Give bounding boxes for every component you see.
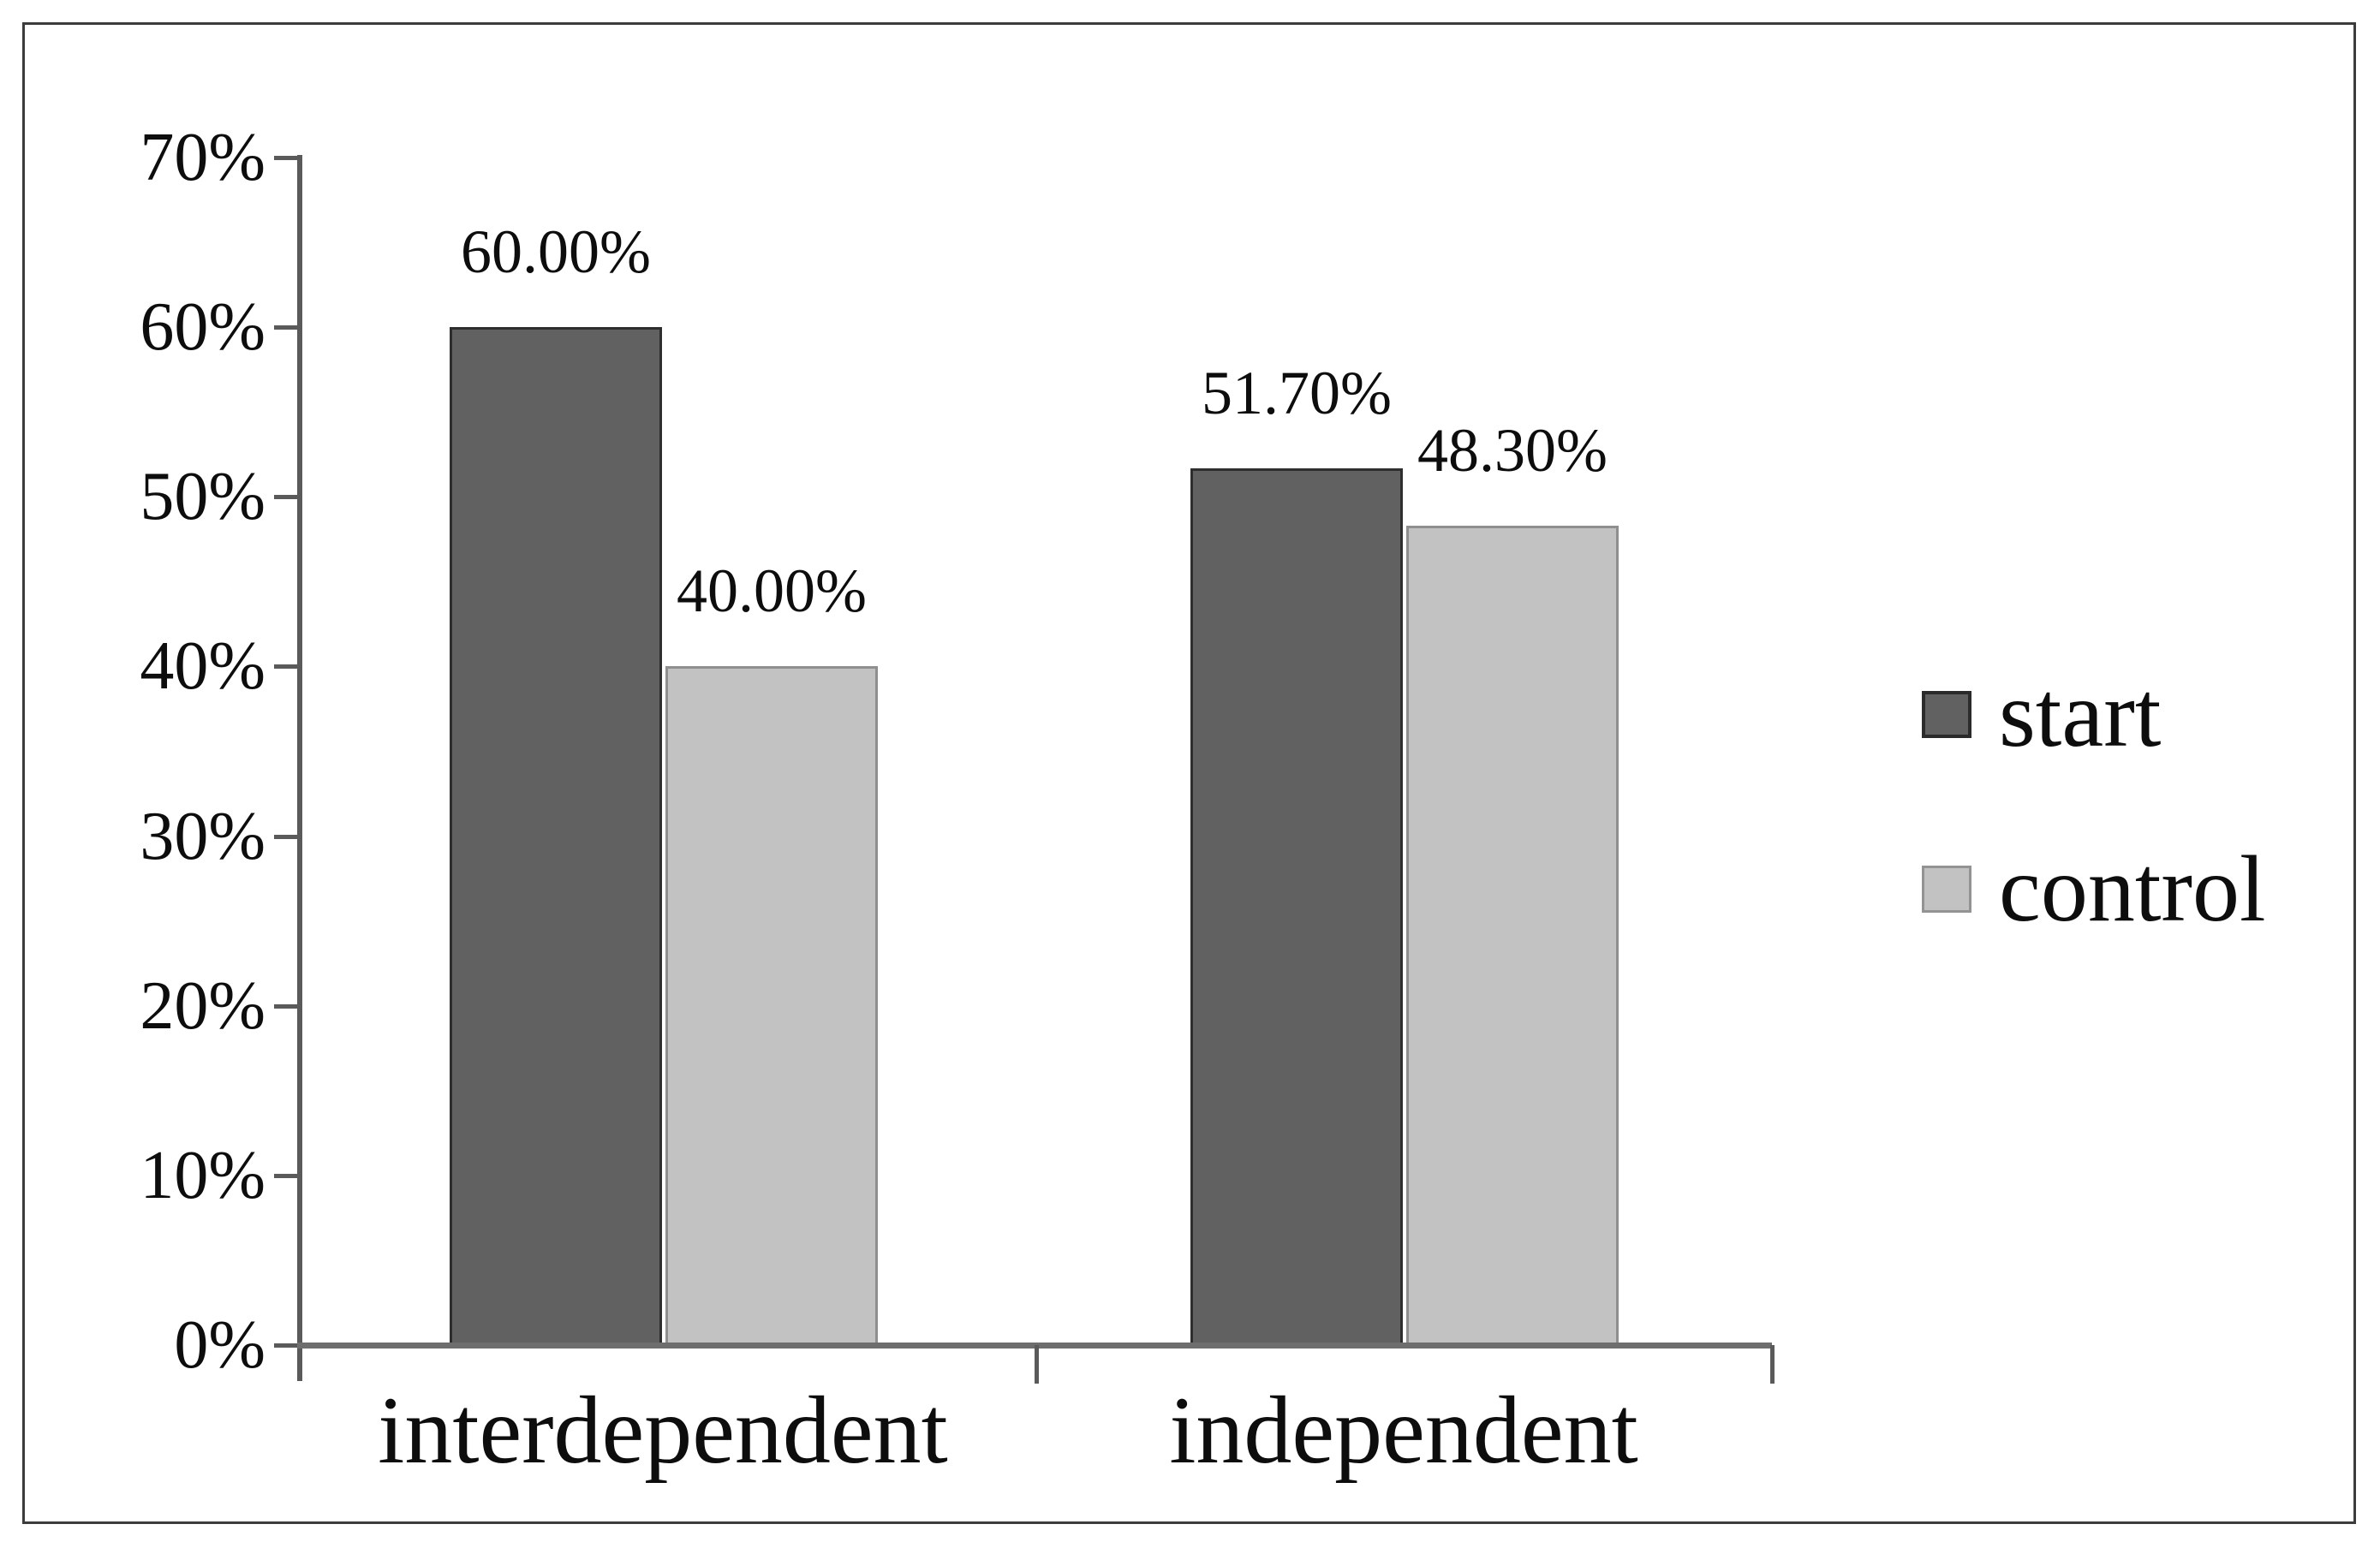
plot-area: 0% 10% 20% 30% 40% 50% 60% 70% 60.00% 40.00% 51.7…: [25, 25, 2353, 1521]
bar-value-label: 48.30%: [1417, 415, 1608, 485]
bar-control-independent: [1406, 525, 1619, 1345]
y-tick-label: 10%: [140, 1137, 265, 1213]
category-label-interdependent: interdependent: [378, 1378, 948, 1484]
x-tick: [1034, 1345, 1039, 1384]
x-tick: [1770, 1345, 1775, 1384]
y-tick: [274, 1173, 300, 1178]
y-tick: [274, 834, 300, 839]
bar-control-interdependent: [665, 666, 878, 1345]
y-tick: [274, 664, 300, 670]
legend-label-control: control: [1999, 837, 2266, 941]
y-tick-label: 30%: [140, 798, 265, 874]
bar-start-independent: [1190, 467, 1403, 1345]
y-tick: [274, 325, 300, 330]
y-tick-label: 50%: [140, 459, 265, 535]
category-label-independent: independent: [1169, 1378, 1638, 1484]
legend-item-control: control: [1922, 837, 2266, 940]
legend-swatch-control: [1922, 865, 1971, 913]
y-tick: [274, 156, 300, 160]
bar-value-label: 60.00%: [461, 217, 651, 287]
legend-item-start: start: [1922, 663, 2161, 765]
y-tick-label: 0%: [174, 1307, 265, 1383]
y-axis-line: [297, 155, 302, 1381]
legend-label-start: start: [1999, 662, 2162, 766]
y-tick-label: 70%: [140, 120, 265, 195]
chart-frame: 0% 10% 20% 30% 40% 50% 60% 70% 60.00% 40.00% 51.7…: [22, 22, 2356, 1524]
legend-swatch-start: [1922, 690, 1971, 738]
y-tick-label: 60%: [140, 289, 265, 366]
y-tick: [274, 1343, 300, 1348]
bar-start-interdependent: [450, 327, 662, 1345]
y-tick: [274, 1003, 300, 1009]
bar-value-label: 51.70%: [1202, 358, 1392, 427]
bar-value-label: 40.00%: [677, 557, 867, 626]
y-tick-label: 40%: [140, 628, 265, 705]
y-tick: [274, 495, 300, 500]
y-tick-label: 20%: [140, 968, 265, 1044]
